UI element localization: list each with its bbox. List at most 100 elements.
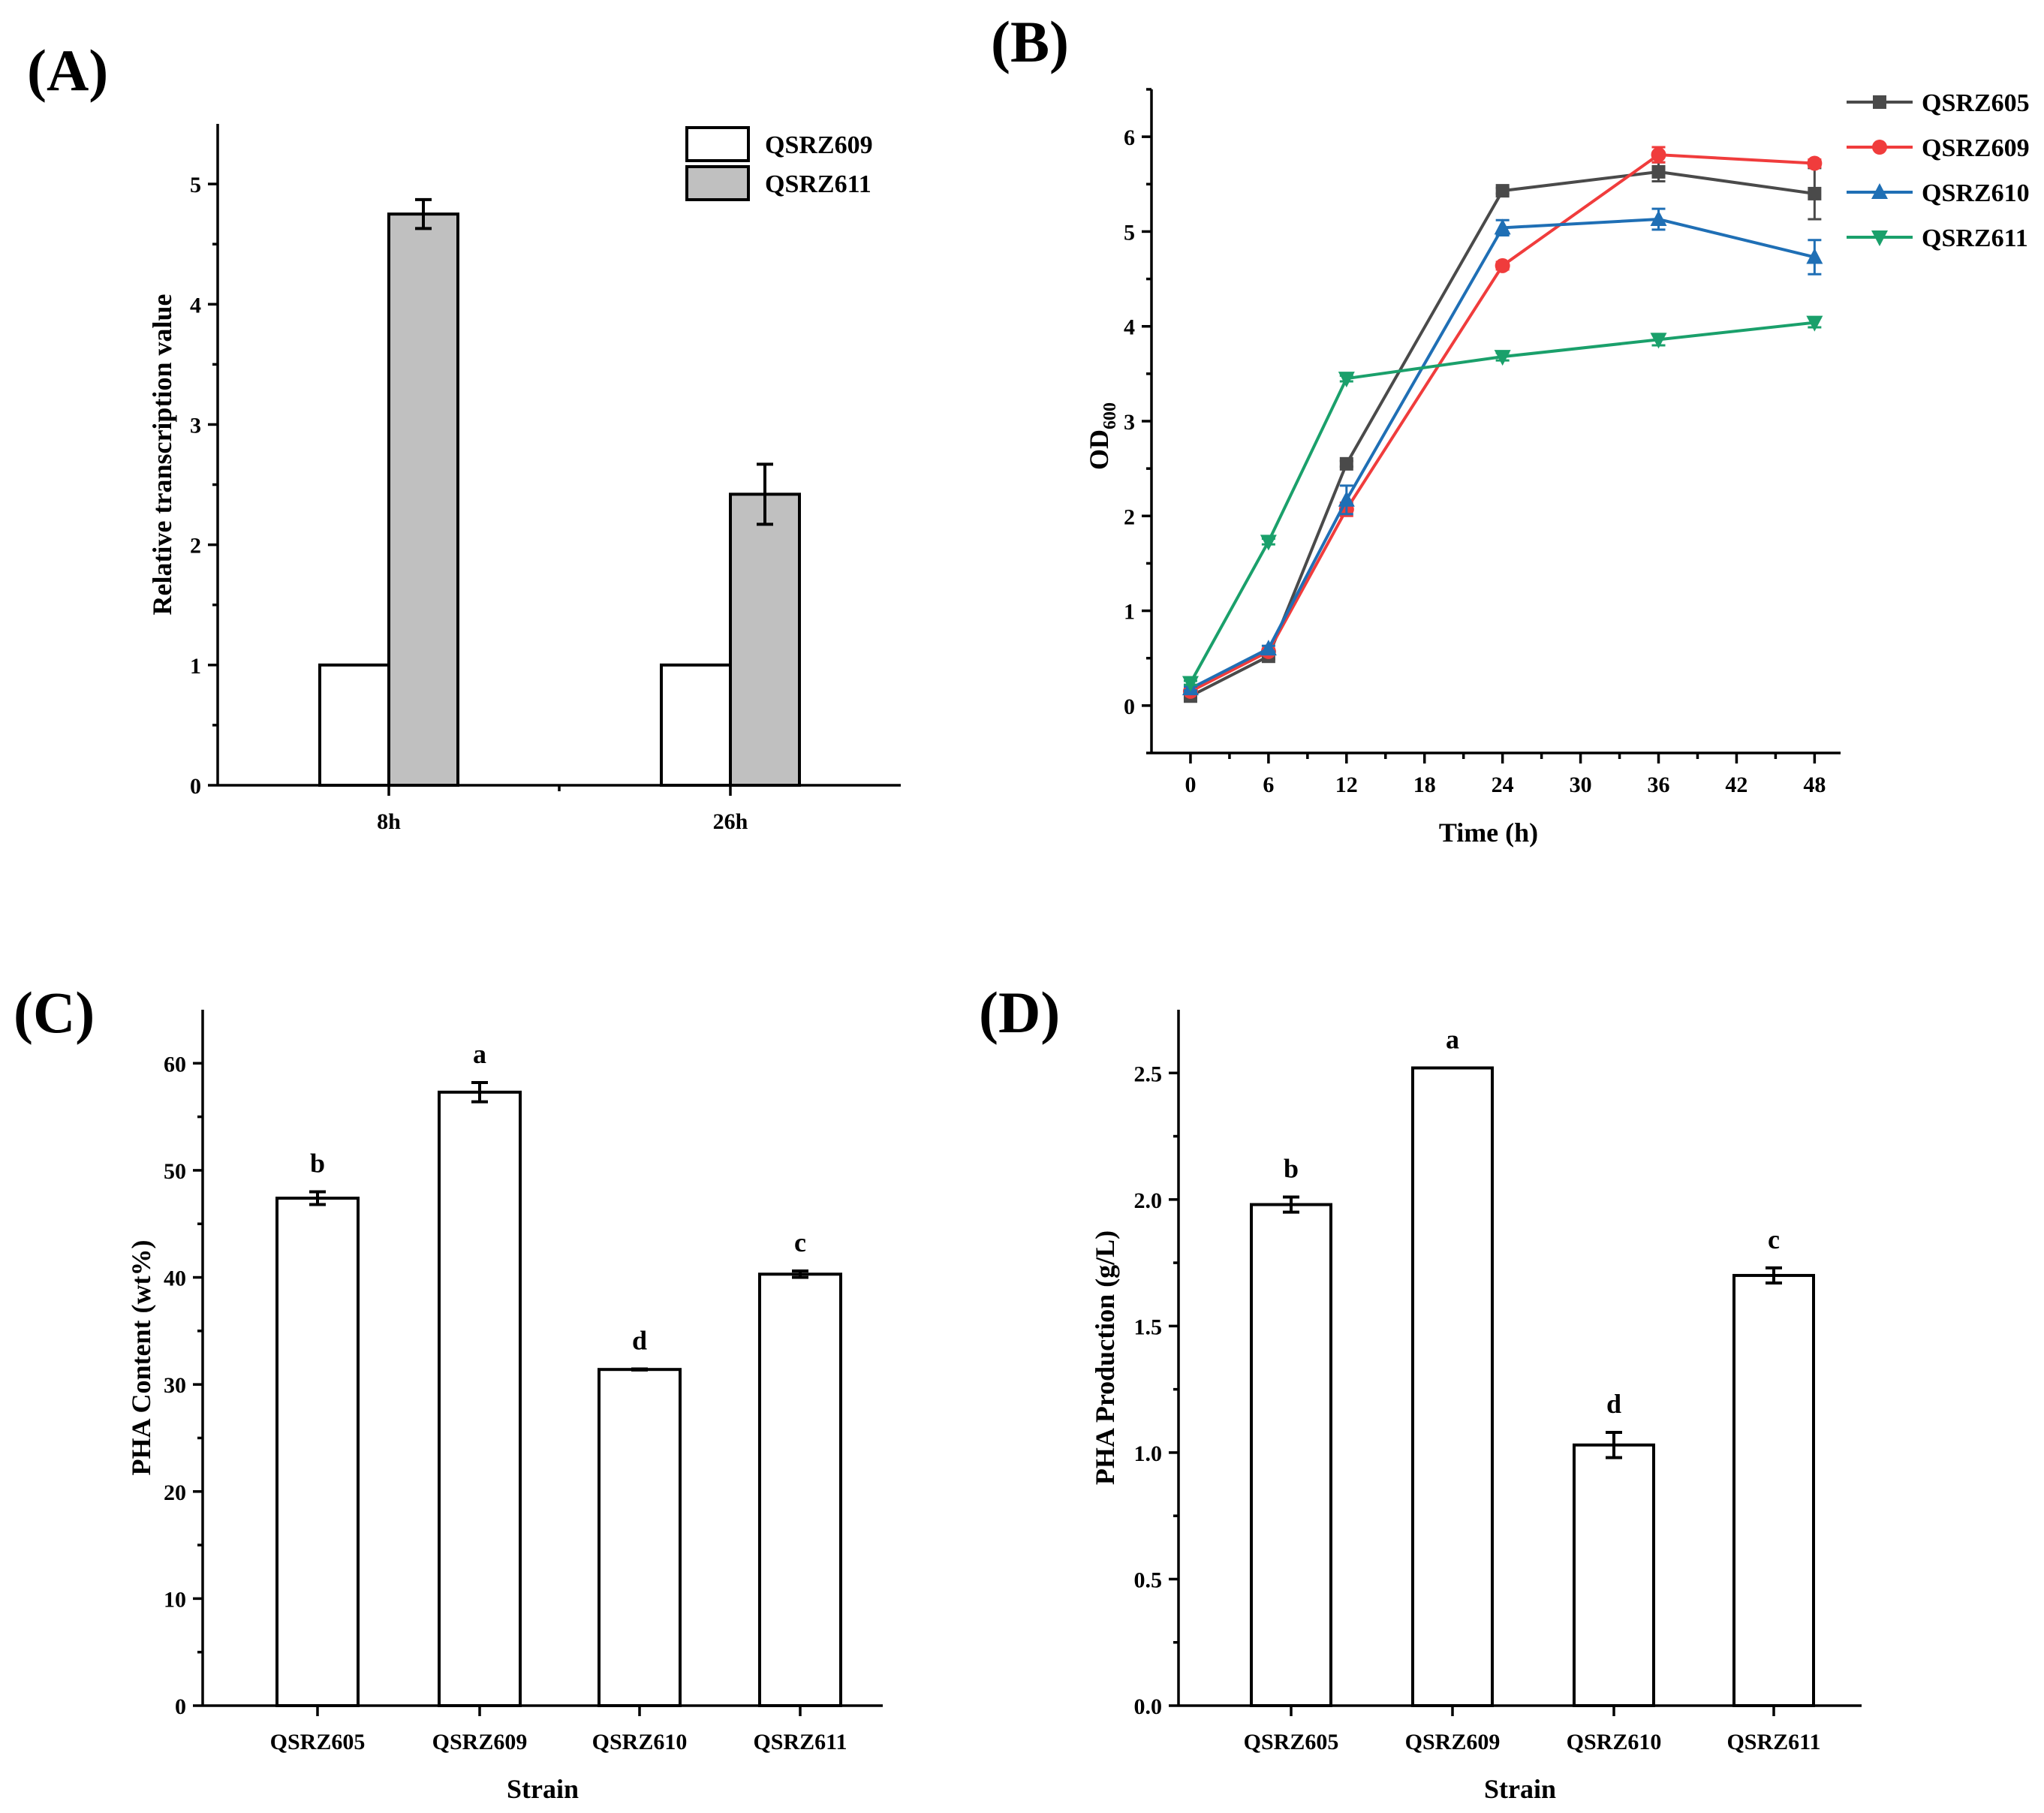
y-tick-label: 10 bbox=[164, 1587, 186, 1612]
bar-qsrz609 bbox=[438, 1090, 522, 1707]
y-tick-label: 0 bbox=[190, 774, 201, 799]
y-tick-label: 20 bbox=[164, 1480, 186, 1505]
marker-square bbox=[1495, 184, 1510, 198]
y-tick-label: 60 bbox=[164, 1052, 186, 1077]
series-line-qsrz610 bbox=[1190, 217, 1815, 690]
legend-label-qsrz610: QSRZ610 bbox=[1922, 179, 2030, 207]
x-tick-label: 30 bbox=[1570, 772, 1592, 797]
marker-circle bbox=[1872, 140, 1887, 155]
y-axis-title: OD600 bbox=[1084, 402, 1120, 470]
bar-qsrz605 bbox=[1250, 1203, 1332, 1708]
y-tick-label: 6 bbox=[1124, 125, 1135, 150]
y-tick-label: 30 bbox=[164, 1373, 186, 1398]
x-tick-label: QSRZ611 bbox=[753, 1730, 847, 1754]
y-tick-label: 4 bbox=[190, 293, 201, 318]
bar-qsrz609-26h bbox=[660, 663, 732, 787]
marker-triangle-down bbox=[1650, 333, 1667, 349]
marker-circle bbox=[1651, 147, 1666, 163]
bar-qsrz609-8h bbox=[318, 663, 390, 787]
marker-triangle-down bbox=[1338, 372, 1355, 388]
panel-label: (C) bbox=[14, 980, 95, 1045]
marker-triangle-down bbox=[1182, 676, 1199, 692]
error-bar bbox=[792, 1269, 808, 1279]
significance-letter: b bbox=[310, 1148, 325, 1178]
y-tick-label: 0.0 bbox=[1134, 1694, 1163, 1719]
x-tick-label: 42 bbox=[1725, 772, 1747, 797]
y-tick-label: 2.0 bbox=[1134, 1188, 1163, 1213]
series-line-qsrz609 bbox=[1190, 153, 1815, 693]
x-tick-label: 36 bbox=[1648, 772, 1670, 797]
legend-label-qsrz611: QSRZ611 bbox=[1922, 224, 2028, 252]
error-bar bbox=[1283, 1195, 1299, 1214]
y-tick-label: 4 bbox=[1124, 315, 1135, 340]
error-bar bbox=[471, 1080, 488, 1104]
x-tick-label: QSRZ609 bbox=[432, 1730, 528, 1754]
x-tick-label: 6 bbox=[1263, 772, 1274, 797]
bar-qsrz611-26h bbox=[729, 492, 801, 787]
panel-d: (D) 0.0 0.5 1.0 1.5 2.0 2.5 PHA Production (g/L… bbox=[979, 980, 1862, 1804]
marker-circle bbox=[1807, 155, 1823, 171]
y-axis-title-main: OD bbox=[1084, 429, 1114, 470]
bar-qsrz611 bbox=[1732, 1273, 1815, 1707]
marker-triangle-up bbox=[1260, 640, 1277, 656]
bar-qsrz611 bbox=[758, 1272, 842, 1707]
y-axis-title: Relative transcription value bbox=[147, 294, 177, 616]
x-tick-label: 24 bbox=[1492, 772, 1514, 797]
panel-c: (C) 0 10 20 30 40 50 60 PHA Content (wt%) b QSRZ60… bbox=[14, 980, 883, 1804]
x-axis-title: Strain bbox=[1484, 1774, 1556, 1804]
panel-a: (A) 0 1 2 3 4 5 Relative transcription value 8h 2… bbox=[27, 38, 901, 834]
series-line-qsrz605 bbox=[1190, 170, 1815, 698]
error-bar bbox=[309, 1190, 326, 1206]
panel-label: (B) bbox=[991, 9, 1069, 74]
series-qsrz611 bbox=[1182, 315, 1823, 692]
marker-square bbox=[1808, 186, 1822, 200]
marker-triangle-up bbox=[1871, 183, 1888, 199]
bar-qsrz610 bbox=[1573, 1443, 1655, 1708]
y-tick-label: 0 bbox=[1124, 694, 1135, 719]
error-bar bbox=[1766, 1266, 1782, 1285]
x-tick-label: 8h bbox=[377, 809, 401, 834]
marker-triangle-up bbox=[1806, 248, 1823, 264]
x-axis-title: Strain bbox=[507, 1774, 579, 1804]
y-axis-title-subscript: 600 bbox=[1100, 402, 1120, 429]
x-tick-label: QSRZ611 bbox=[1726, 1730, 1820, 1754]
x-tick-label: QSRZ610 bbox=[592, 1730, 688, 1754]
bar-qsrz609 bbox=[1411, 1066, 1494, 1707]
legend-swatch-qsrz611 bbox=[685, 165, 750, 201]
y-tick-label: 1 bbox=[190, 654, 201, 679]
legend-label-qsrz605: QSRZ605 bbox=[1922, 89, 2030, 117]
significance-letter: c bbox=[794, 1227, 806, 1257]
series-line-qsrz611 bbox=[1189, 321, 1815, 684]
y-axis-title: PHA Content (wt%) bbox=[126, 1240, 156, 1476]
significance-letter: d bbox=[632, 1325, 647, 1355]
y-tick-label: 2 bbox=[190, 534, 201, 559]
significance-letter: a bbox=[1446, 1025, 1459, 1055]
significance-letter: d bbox=[1606, 1389, 1621, 1419]
bar-qsrz605 bbox=[275, 1197, 360, 1707]
series-qsrz605 bbox=[1183, 161, 1822, 703]
marker-triangle-up bbox=[1338, 490, 1355, 507]
marker-triangle-down bbox=[1260, 535, 1277, 551]
y-tick-label: 1 bbox=[1124, 600, 1135, 625]
y-tick-label: 2.5 bbox=[1134, 1062, 1163, 1086]
significance-letter: c bbox=[1768, 1224, 1780, 1254]
marker-triangle-down bbox=[1871, 230, 1888, 246]
x-axis-title: Time (h) bbox=[1439, 818, 1538, 848]
marker-circle bbox=[1495, 257, 1510, 273]
y-tick-label: 5 bbox=[190, 173, 201, 197]
y-tick-label: 0.5 bbox=[1134, 1568, 1163, 1592]
y-tick-label: 50 bbox=[164, 1159, 186, 1184]
marker-triangle-up bbox=[1650, 210, 1667, 227]
x-tick-label: QSRZ609 bbox=[1405, 1730, 1501, 1754]
x-tick-label: 18 bbox=[1413, 772, 1436, 797]
x-tick-label: 26h bbox=[713, 809, 748, 834]
y-tick-label: 0 bbox=[175, 1694, 186, 1719]
legend-label-qsrz609: QSRZ609 bbox=[765, 131, 873, 159]
marker-square bbox=[1339, 456, 1353, 471]
legend-label-qsrz611: QSRZ611 bbox=[765, 170, 871, 198]
y-tick-label: 2 bbox=[1124, 504, 1135, 529]
y-tick-label: 3 bbox=[190, 413, 201, 438]
y-tick-label: 1.0 bbox=[1134, 1441, 1163, 1466]
